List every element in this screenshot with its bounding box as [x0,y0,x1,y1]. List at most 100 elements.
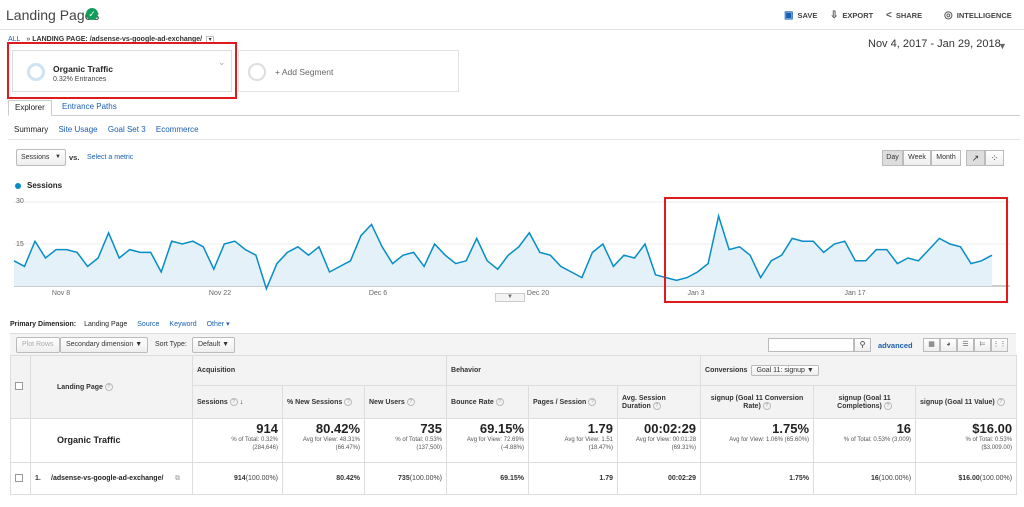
primary-dimension-other[interactable]: Other ▾ [207,321,230,328]
save-button[interactable]: ▣ SAVE [784,10,817,21]
period-day-button[interactable]: Day [882,150,903,166]
totals-note: (18.47%) [588,445,614,451]
export-button[interactable]: ⇩ EXPORT [830,10,873,21]
add-segment-button[interactable]: + Add Segment [238,50,459,92]
totals-note: (137,500) [416,445,443,451]
column-header-avg-duration[interactable]: Avg. Session Duration? [617,385,702,419]
column-header-value[interactable]: signup (Goal 11 Value)? [915,385,1018,419]
intelligence-label: INTELLIGENCE [956,11,1012,20]
sort-type-value: Default [198,341,221,348]
header: Landing Pages ✓ ▣ SAVE ⇩ EXPORT < SHARE … [0,0,1024,30]
column-header-new-users[interactable]: New Users? [363,385,448,419]
performance-view-icon[interactable]: ☰ [957,338,974,352]
sessions-chart[interactable]: 30 15 Nov 8 Nov 22 Dec 6 Dec 20 Jan 3 Ja… [0,190,1024,300]
period-month-button[interactable]: Month [931,150,961,166]
help-icon[interactable]: ? [495,398,504,406]
totals-cell: 735% of Total: 0.53% (137,500) [363,418,448,463]
search-icon[interactable]: ⚲ [854,338,871,352]
caret-down-icon: ▼ [222,341,230,348]
column-header-bounce-rate[interactable]: Bounce Rate? [446,385,530,419]
period-week-button[interactable]: Week [903,150,931,166]
totals-note: (66.47%) [335,445,360,451]
tab-explorer[interactable]: Explorer [8,100,52,116]
totals-value: 735 [420,421,443,436]
metric-select[interactable]: Sessions ▼ [16,149,66,166]
caret-down-icon: ▼ [55,154,61,160]
totals-note: % of Total: 0.32% [231,437,278,443]
table-search-input[interactable] [768,338,854,352]
date-range-picker[interactable]: Nov 4, 2017 - Jan 29, 2018 [868,38,1001,50]
column-header-pages-session[interactable]: Pages / Session? [528,385,619,419]
totals-cell: 00:02:29 Avg for View: 00:01:28 (69.31%) [617,418,702,463]
row-cell: 80.42% [282,462,365,495]
line-chart-icon[interactable]: ↗ [966,150,985,166]
pivot-view-icon[interactable]: ⋮⋮ [991,338,1008,352]
totals-note: Avg for View: 48.31% [302,437,360,443]
x-tick-label: Jan 17 [844,290,865,297]
help-icon[interactable]: ? [104,383,113,391]
share-icon: < [886,10,892,21]
column-header-new-sessions[interactable]: % New Sessions? [282,385,365,419]
group-conversions: Conversions Goal 11: signup ▼ [700,355,1018,386]
table-view-icon[interactable]: ▦ [923,338,940,352]
help-icon[interactable]: ? [762,401,771,410]
sort-arrow-icon: ↓ [239,398,244,406]
breadcrumb-all-link[interactable]: ALL [8,36,21,43]
tab-entrance-paths[interactable]: Entrance Paths [62,102,117,111]
row-value: 735 [398,475,410,482]
chart-resize-handle[interactable]: ▼ [495,293,525,302]
subnav-summary[interactable]: Summary [14,125,49,134]
column-header-conversion-rate[interactable]: signup (Goal 11 Conversion Rate)? [700,385,815,419]
secondary-dimension-select[interactable]: Secondary dimension ▼ [60,337,149,353]
row-value: 1.79 [599,475,614,482]
pie-view-icon[interactable]: ◕ [940,338,957,352]
goal-select[interactable]: Goal 11: signup ▼ [751,365,819,376]
help-icon[interactable]: ? [588,398,597,406]
subnav-ecommerce[interactable]: Ecommerce [155,125,199,134]
table-row: 1./adsense-vs-google-ad-exchange/⧉ 914(1… [10,462,1018,495]
external-link-icon[interactable]: ⧉ [175,474,180,482]
plot-rows-button[interactable]: Plot Rows [16,337,60,353]
share-button[interactable]: < SHARE [886,10,922,21]
dimension-header[interactable]: Landing Page? [30,355,193,419]
breadcrumb-separator: » [26,36,31,43]
column-header-sessions[interactable]: Sessions? ↓ [192,385,283,419]
segment-organic-traffic[interactable]: Organic Traffic 0.32% Entrances ⌄ [12,50,232,92]
totals-cell: $16.00% of Total: 0.53% ($3,009.00) [915,418,1018,463]
row-page-cell: 1. /adsense-vs-google-ad-exchange/ ⧉ [30,462,193,495]
row-page-link[interactable]: /adsense-vs-google-ad-exchange/ [51,474,164,482]
help-icon[interactable]: ? [652,401,661,410]
help-icon[interactable]: ? [344,398,353,406]
row-cell: $16.00(100.00%) [915,462,1018,495]
help-icon[interactable]: ? [406,398,415,406]
x-tick-label: Dec 20 [527,290,549,297]
help-icon[interactable]: ? [229,398,238,406]
select-all-cell[interactable] [10,355,31,419]
select-metric-link[interactable]: Select a metric [87,154,134,161]
row-select-cell[interactable] [10,462,31,495]
row-pct: (100.00%) [409,475,443,482]
intelligence-button[interactable]: ◎ INTELLIGENCE [944,10,1012,21]
advanced-filter-link[interactable]: advanced [878,341,913,350]
totals-empty-cell [10,418,31,463]
totals-value: $16.00 [972,421,1013,436]
help-icon[interactable]: ? [996,398,1005,406]
chevron-down-icon[interactable]: ▼ [998,41,1007,51]
column-header-completions[interactable]: signup (Goal 11 Completions)? [813,385,917,419]
comparison-view-icon[interactable]: ⊨ [974,338,991,352]
series-line-sessions[interactable] [13,213,993,291]
subnav-site-usage[interactable]: Site Usage [58,125,98,134]
help-icon[interactable]: ? [883,401,892,410]
metric-select-value: Sessions [21,154,50,161]
table-toolbar: Plot Rows Secondary dimension ▼ Sort Typ… [10,333,1016,355]
row-checkbox[interactable] [15,473,23,482]
sort-type-select[interactable]: Default ▼ [192,337,236,353]
motion-chart-icon[interactable]: ⁘ [985,150,1004,166]
subnav-goal-set-3[interactable]: Goal Set 3 [107,125,146,134]
totals-note: Avg for View: 1.51 [564,437,614,443]
select-all-checkbox[interactable] [15,382,23,390]
chevron-down-icon[interactable]: ⌄ [218,57,226,67]
row-pct: (100.00%) [878,475,912,482]
primary-dimension-source[interactable]: Source [137,321,160,328]
primary-dimension-keyword[interactable]: Keyword [169,321,197,328]
